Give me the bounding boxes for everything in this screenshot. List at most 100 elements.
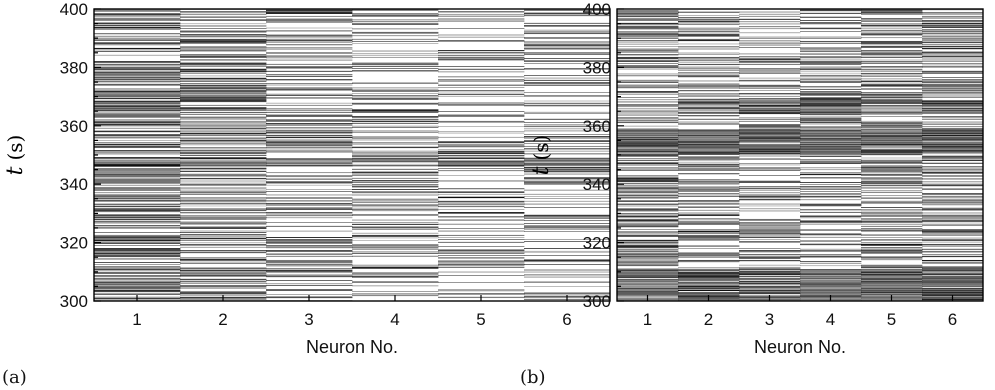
raster-stripe — [739, 139, 801, 140]
raster-stripe — [266, 142, 353, 144]
raster-stripe — [524, 159, 611, 160]
raster-stripe — [678, 144, 740, 146]
raster-stripe — [678, 149, 740, 151]
raster-stripe — [266, 55, 353, 57]
raster-stripe — [800, 280, 862, 281]
raster-stripe — [617, 141, 679, 142]
raster-stripe — [739, 196, 801, 197]
raster-stripe — [922, 87, 984, 89]
raster-stripe — [800, 286, 862, 288]
raster-stripe — [800, 288, 862, 290]
raster-stripe — [438, 228, 525, 229]
raster-stripe — [678, 66, 740, 68]
raster-stripe — [180, 35, 267, 37]
raster-stripe — [800, 98, 862, 100]
raster-stripe — [352, 97, 439, 99]
raster-stripe — [678, 103, 740, 105]
raster-stripe — [180, 291, 267, 293]
raster-stripe — [180, 238, 267, 240]
raster-stripe — [180, 95, 267, 96]
raster-stripe — [617, 208, 679, 210]
raster-stripe — [678, 145, 740, 146]
raster-stripe — [617, 84, 679, 86]
raster-stripe — [739, 282, 801, 284]
raster-stripe — [524, 68, 611, 70]
raster-stripe — [94, 145, 181, 146]
raster-stripe — [861, 84, 923, 86]
raster-stripe — [861, 190, 923, 191]
raster-stripe — [861, 174, 923, 176]
raster-stripe — [678, 190, 740, 192]
raster-stripe — [922, 193, 984, 194]
raster-stripe — [180, 132, 267, 134]
raster-stripe — [266, 179, 353, 180]
raster-stripe — [94, 62, 181, 64]
raster-stripe — [861, 142, 923, 144]
x-tick-label: 1 — [643, 310, 652, 329]
raster-stripe — [266, 189, 353, 190]
raster-stripe — [438, 216, 525, 217]
raster-stripe — [94, 40, 181, 41]
raster-stripe — [617, 229, 679, 230]
raster-stripe — [922, 269, 984, 271]
raster-stripe — [617, 141, 679, 143]
raster-stripe — [678, 160, 740, 162]
raster-stripe — [739, 103, 801, 105]
raster-stripe — [800, 134, 862, 135]
raster-stripe — [861, 154, 923, 156]
raster-stripe — [800, 143, 862, 145]
raster-stripe — [922, 147, 984, 149]
raster-stripe — [922, 131, 984, 133]
raster-stripe — [524, 104, 611, 106]
raster-stripe — [438, 52, 525, 53]
raster-stripe — [678, 289, 740, 290]
raster-stripe — [861, 138, 923, 139]
raster-stripe — [861, 11, 923, 13]
raster-stripe — [922, 288, 984, 290]
y-tick-label: 360 — [583, 117, 611, 136]
raster-stripe — [180, 147, 267, 148]
raster-stripe — [861, 113, 923, 114]
raster-stripe — [678, 164, 740, 165]
raster-stripe — [800, 282, 862, 283]
raster-stripe — [739, 125, 801, 126]
raster-stripe — [266, 150, 353, 151]
raster-stripe — [739, 63, 801, 65]
raster-stripe — [922, 157, 984, 158]
raster-stripe — [617, 61, 679, 62]
raster-stripe — [617, 275, 679, 277]
raster-stripe — [266, 160, 353, 162]
raster-stripe — [800, 204, 862, 205]
raster-stripe — [739, 109, 801, 111]
raster-stripe — [922, 282, 984, 284]
raster-stripe — [180, 90, 267, 92]
raster-stripe — [861, 129, 923, 131]
raster-stripe — [800, 95, 862, 96]
raster-stripe — [617, 177, 679, 179]
raster-stripe — [861, 42, 923, 44]
raster-stripe — [739, 271, 801, 273]
panel-label: (a) — [2, 367, 27, 388]
raster-stripe — [524, 200, 611, 202]
raster-stripe — [524, 214, 611, 216]
raster-stripe — [739, 203, 801, 205]
raster-stripe — [438, 239, 525, 240]
raster-stripe — [617, 290, 679, 292]
raster-stripe — [352, 139, 439, 141]
raster-stripe — [352, 53, 439, 55]
raster-stripe — [524, 182, 611, 184]
raster-stripe — [617, 101, 679, 102]
raster-stripe — [739, 250, 801, 252]
raster-stripe — [678, 35, 740, 37]
raster-stripe — [800, 110, 862, 112]
raster-stripe — [438, 151, 525, 153]
raster-stripe — [438, 150, 525, 152]
raster-stripe — [678, 58, 740, 60]
raster-stripe — [617, 170, 679, 171]
raster-stripe — [800, 17, 862, 18]
raster-stripe — [678, 40, 740, 42]
raster-stripe — [266, 128, 353, 130]
raster-stripe — [438, 141, 525, 143]
y-axis-unit: (s) — [529, 135, 553, 161]
raster-stripe — [180, 209, 267, 210]
